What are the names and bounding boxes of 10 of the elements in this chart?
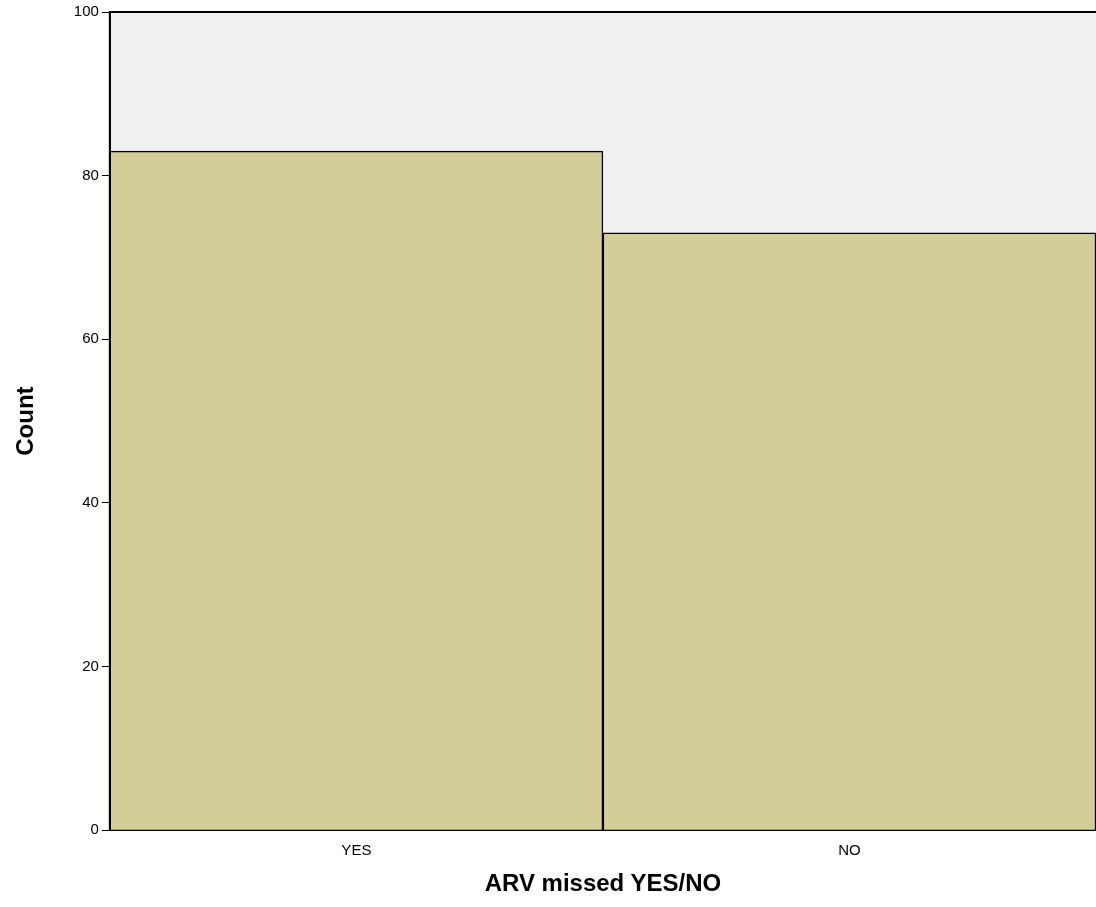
y-axis-title: Count xyxy=(11,386,39,456)
x-tick-label: NO xyxy=(838,841,861,859)
y-tick-label: 20 xyxy=(82,656,99,674)
x-tick-label: YES xyxy=(341,841,372,859)
y-tick-label: 60 xyxy=(82,329,99,347)
y-tick-label: 40 xyxy=(82,493,99,511)
y-tick-label: 0 xyxy=(90,820,99,838)
x-axis-title: ARV missed YES/NO xyxy=(484,869,722,897)
y-tick-label: 80 xyxy=(82,165,99,183)
y-tick-label: 100 xyxy=(73,2,99,20)
